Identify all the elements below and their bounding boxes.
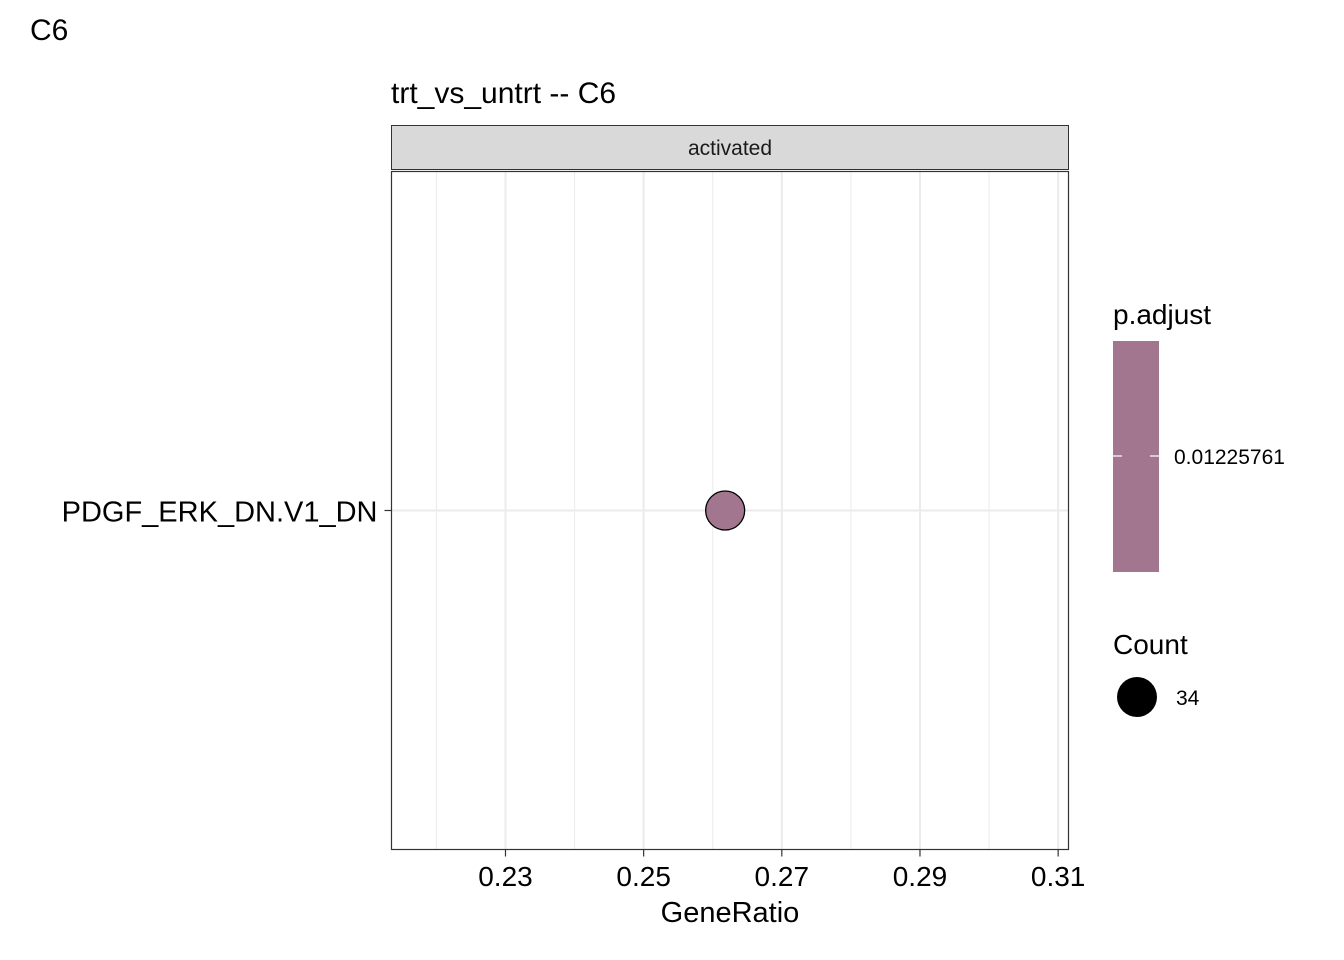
x-axis-title: GeneRatio (661, 897, 800, 929)
data-points (705, 490, 746, 531)
size-legend-title: Count (1113, 629, 1188, 660)
facet-label: activated (688, 137, 772, 160)
grid-lines (391, 171, 1069, 850)
color-legend-title: p.adjust (1113, 299, 1211, 330)
chart-title: trt_vs_untrt -- C6 (391, 77, 616, 110)
data-point-0 (705, 490, 746, 531)
x-tick-label-0: 0.23 (478, 861, 533, 892)
page-tag: C6 (30, 14, 68, 47)
color-legend-value: 0.01225761 (1174, 446, 1285, 469)
facet-strip (391, 125, 1069, 170)
x-axis-ticks: 0.23 0.25 0.27 0.29 0.31 (478, 849, 1086, 892)
size-legend-key (1117, 677, 1157, 717)
size-legend-value: 34 (1176, 687, 1200, 710)
y-axis-ticks: PDGF_ERK_DN.V1_DN (62, 497, 392, 529)
x-tick-label-3: 0.29 (893, 861, 948, 892)
x-tick-label-1: 0.25 (616, 861, 671, 892)
x-tick-label-2: 0.27 (755, 861, 810, 892)
y-tick-label-0: PDGF_ERK_DN.V1_DN (62, 497, 378, 529)
x-tick-label-4: 0.31 (1031, 861, 1086, 892)
